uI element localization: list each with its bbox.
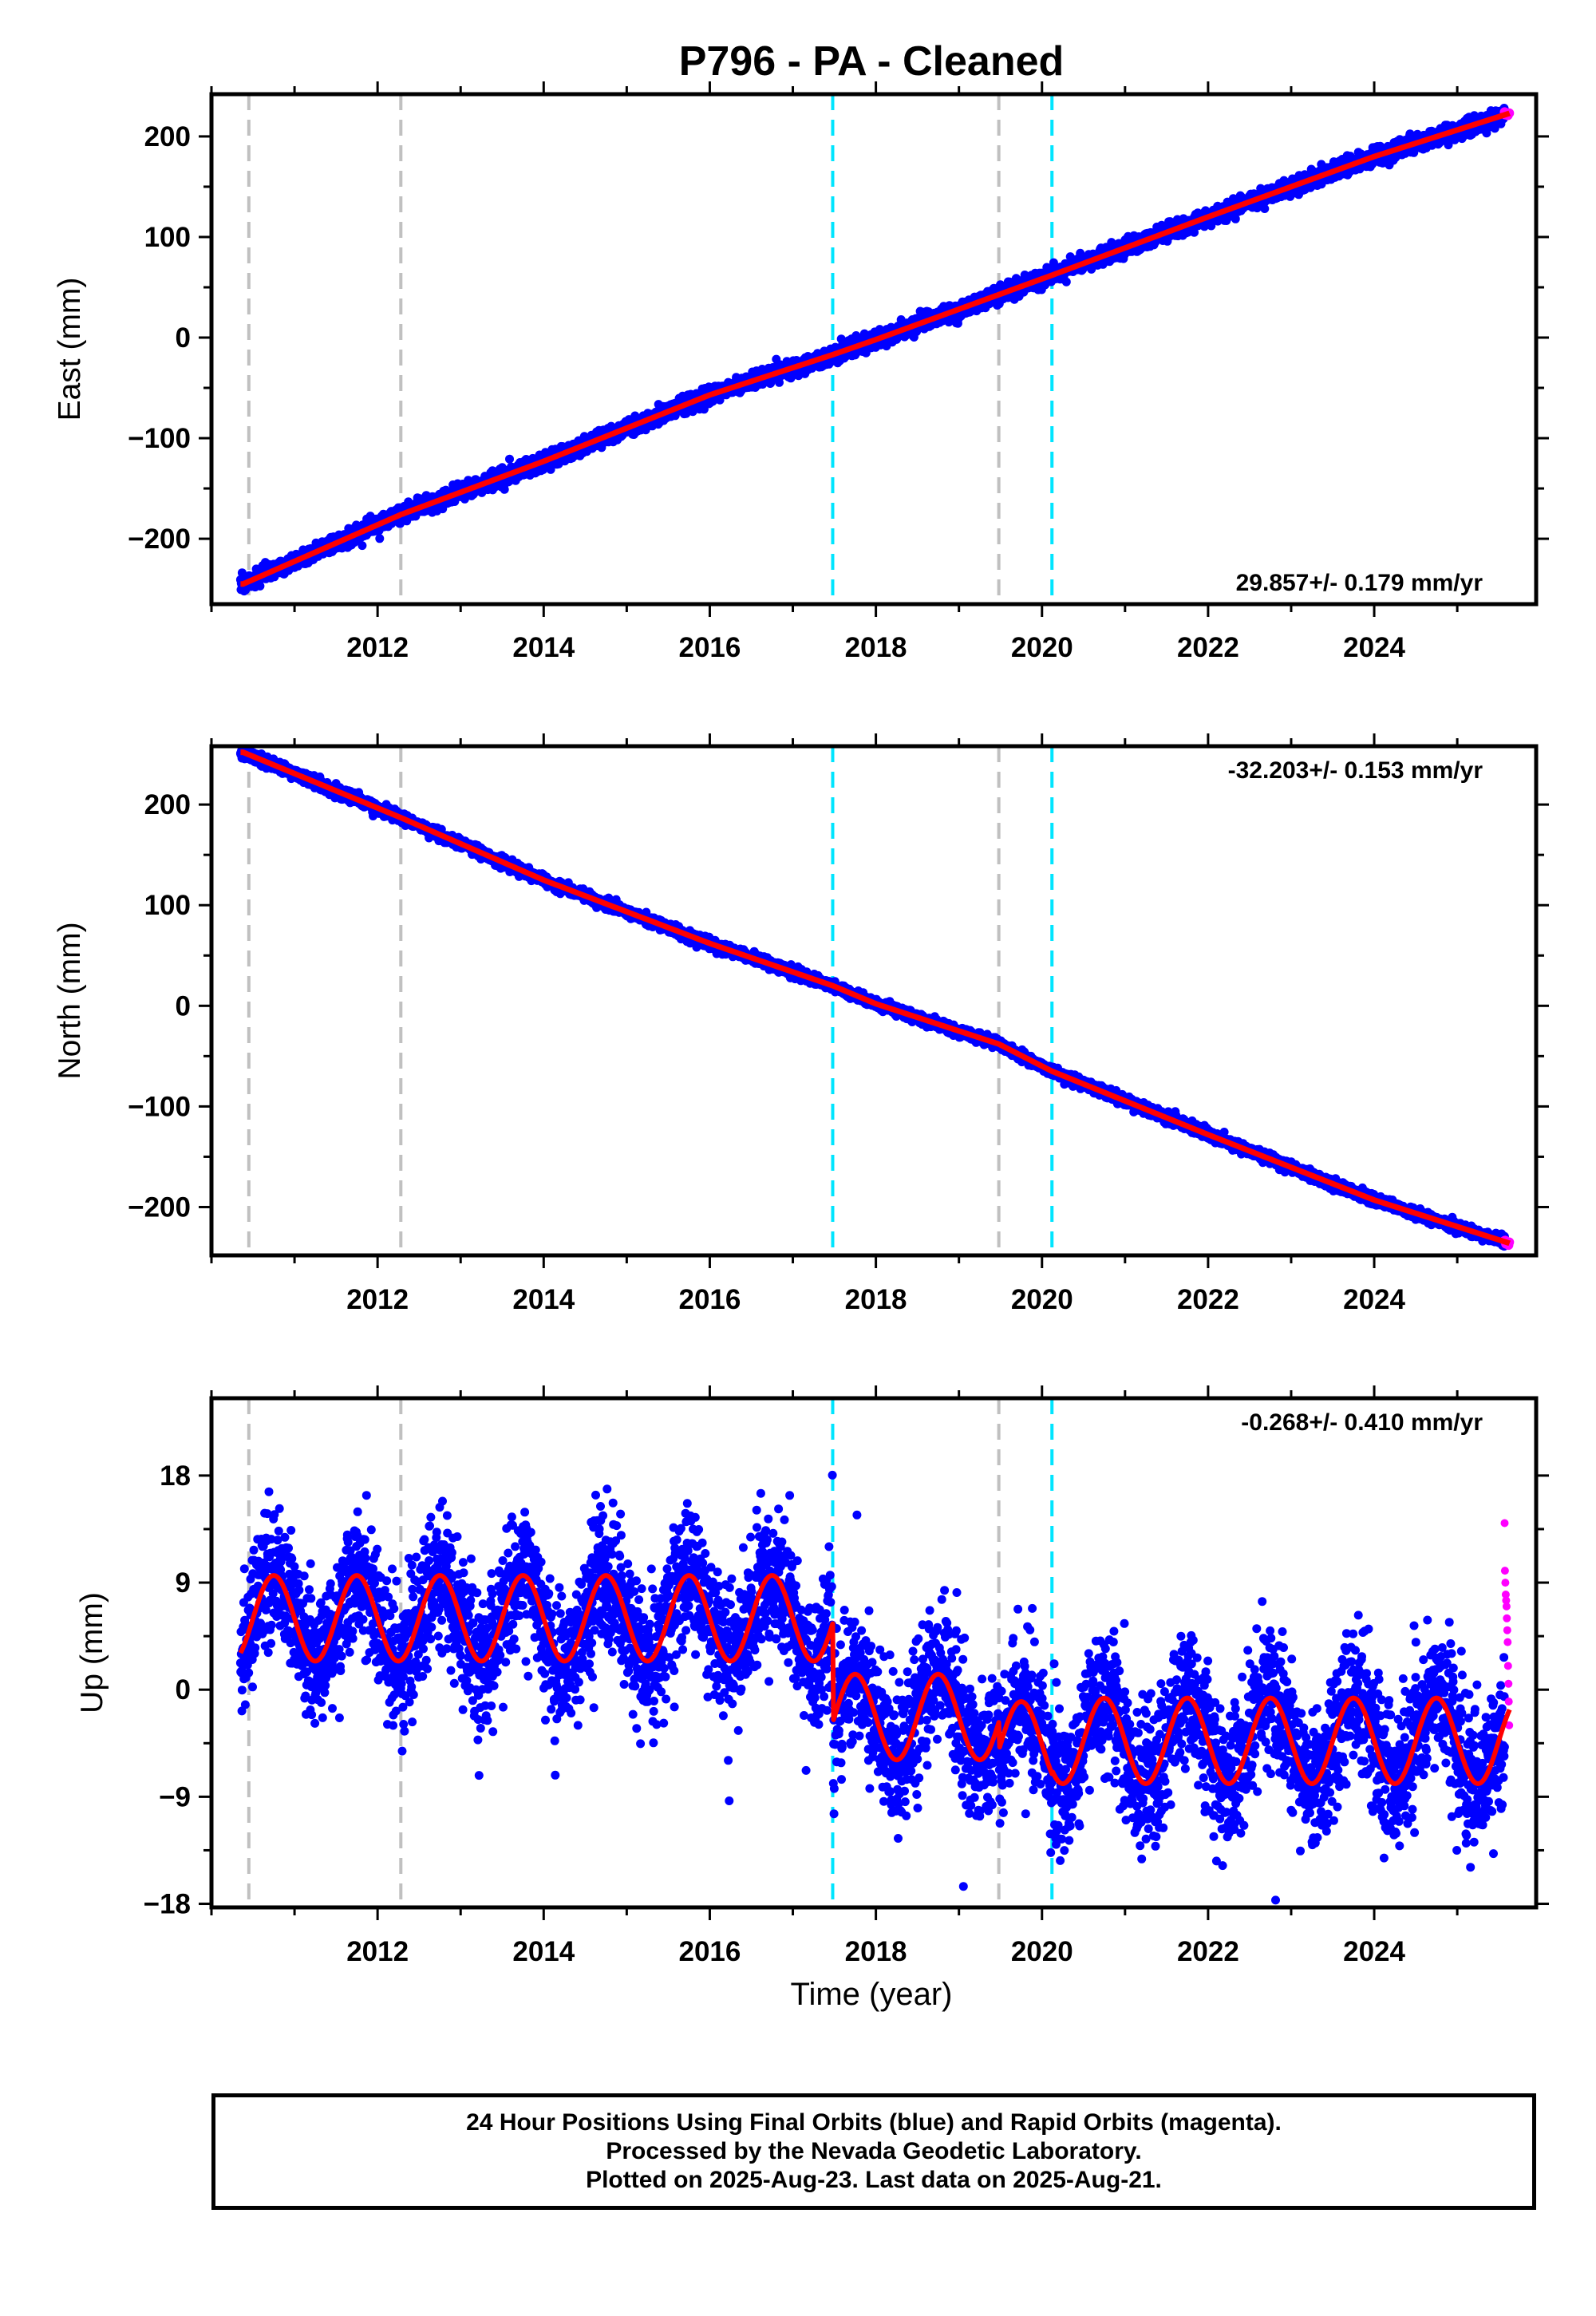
final-orbit-point [1061,277,1071,287]
figure-title: P796 - PA - Cleaned [679,38,1065,85]
east-panel: 2012 2014 2016 2018 2020 2022 2024−200−1000100… [53,81,1549,663]
final-orbit-point [500,484,509,494]
final-orbit-point [358,541,367,551]
final-orbit-point [505,454,514,464]
final-orbit-point [375,534,385,543]
final-orbit-point [255,581,265,591]
